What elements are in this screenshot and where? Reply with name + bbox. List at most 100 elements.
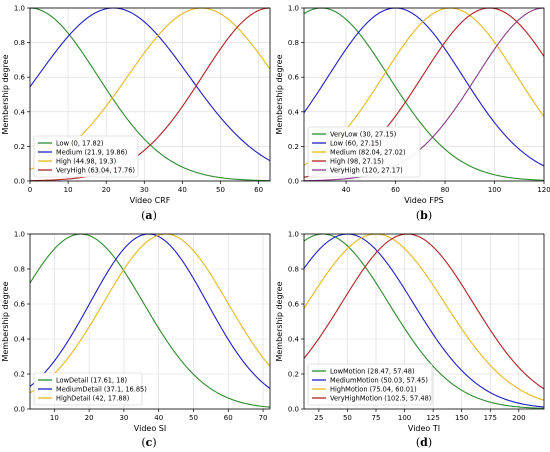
y-tick-label: 0.2 [288,143,299,151]
y-tick-label: 0.8 [14,39,25,47]
legend-box [307,126,421,178]
y-tick-label: 1.0 [14,231,25,239]
x-axis-label: Video TI [408,424,440,433]
y-axis-label: Membership degree [275,54,284,134]
y-tick-label: 1.0 [288,5,299,13]
y-axis-label: Membership degree [1,281,10,361]
x-tick-label: 100 [488,186,501,194]
legend-entry: High (98, 27.15) [330,157,384,165]
y-tick-label: 1.0 [14,5,25,13]
series-line-3 [29,233,271,394]
x-tick-label: 175 [484,414,497,422]
y-tick-label: 0.0 [14,178,25,186]
legend-entry: Medium (21.9, 19.86) [56,148,127,156]
legend-entry: HighDetail (42, 17.88) [56,394,129,402]
y-tick-label: 0.6 [288,74,300,82]
panel-label: (c) [141,436,156,449]
y-tick-label: 0.6 [288,301,300,309]
legend-entry: VeryHigh (63.04, 17.76) [56,166,135,174]
y-tick-label: 0.6 [14,301,26,309]
legend-entry: LowDetail (17.61, 18) [56,376,127,384]
legend-entry: Low (0, 17.82) [56,139,104,147]
y-tick-label: 0.2 [288,371,299,379]
plot-frame [29,7,271,182]
series-line-2 [29,7,271,162]
y-tick-label: 0.8 [14,266,25,274]
y-axis-label: Membership degree [275,281,284,361]
x-axis-label: Video SI [134,424,166,433]
panel-label: (d) [416,436,432,449]
x-tick-label: 30 [119,414,128,422]
legend-entry: VeryHigh (120, 27.17) [330,166,403,174]
series-line-2 [29,233,271,389]
plot-frame [303,233,545,410]
legend-entry: VeryHighMotion (102.5, 57.48) [330,394,431,402]
legend-entry: Medium (82.04, 27.02) [330,148,406,156]
y-tick-label: 1.0 [288,231,299,239]
y-tick-label: 0.8 [288,39,299,47]
x-tick-label: 50 [343,414,352,422]
x-tick-label: 30 [140,186,149,194]
y-tick-label: 0.2 [14,371,25,379]
y-tick-label: 0.0 [14,406,25,414]
series-line-4 [29,7,271,182]
y-tick-label: 0.4 [288,108,300,116]
x-tick-label: 125 [426,414,439,422]
x-tick-label: 80 [441,186,450,194]
y-tick-label: 0.2 [14,143,25,151]
x-tick-label: 10 [64,186,73,194]
legend-box [33,372,143,406]
legend-entry: MediumMotion (50.03, 57.45) [330,376,428,384]
y-tick-label: 0.4 [14,108,26,116]
series-line-5 [303,7,545,182]
x-tick-label: 40 [154,414,163,422]
y-tick-label: 0.0 [288,406,299,414]
legend-entry: High (44.98, 19.3) [56,157,116,165]
x-tick-label: 20 [85,414,94,422]
x-tick-label: 60 [254,186,263,194]
x-axis-label: Video CRF [130,196,171,205]
plot-frame [303,7,545,182]
series-line-4 [303,233,545,390]
x-tick-label: 75 [372,414,381,422]
chart-panel-2: 40 60 80 100 120 0.0 0.2 0.4 0.6 0.8 1.0 Video FPS M… [275,5,550,223]
x-tick-label: 25 [314,414,323,422]
x-tick-label: 40 [178,186,187,194]
series-line-3 [303,233,545,401]
x-tick-label: 50 [216,186,225,194]
chart-panel-3: 10 20 30 40 50 60 70 0.0 0.2 0.4 0.6 0.8 1.0 Video SI… [1,231,271,449]
series-line-1 [303,233,545,409]
x-tick-label: 150 [455,414,468,422]
y-tick-label: 0.8 [288,266,299,274]
x-tick-label: 60 [391,186,400,194]
x-tick-label: 40 [342,186,351,194]
y-tick-label: 0.0 [288,178,299,186]
panel-label: (a) [141,209,157,222]
chart-panel-1: 0 10 20 30 40 50 60 0.0 0.2 0.4 0.6 0.8 1.0 Video CRF… [1,5,271,222]
legend-entry: VeryLow (30, 27.15) [330,130,396,138]
y-tick-label: 0.6 [14,74,26,82]
chart-panel-4: 25 50 75 100 125 150 175 200 0.0 0.2 0.4 0.6 0.8 1.0 V… [275,231,545,449]
x-tick-label: 50 [189,414,198,422]
plot-frame [29,233,271,410]
legend-entry: MediumDetail (37.1, 16.85) [56,385,147,393]
series-line-2 [303,7,545,167]
series-line-1 [303,7,545,181]
legend-entry: HighMotion (75.04, 60.01) [330,385,417,393]
legend-entry: Low (60, 27.15) [330,139,382,147]
x-axis-label: Video FPS [404,196,443,205]
y-tick-label: 0.4 [288,336,300,344]
x-tick-label: 200 [512,414,525,422]
x-tick-label: 10 [50,414,59,422]
x-tick-label: 20 [102,186,111,194]
series-line-1 [29,233,271,408]
legend-box [307,363,433,406]
x-tick-label: 60 [224,414,233,422]
x-tick-label: 100 [398,414,411,422]
x-tick-label: 0 [28,186,32,194]
y-tick-label: 0.4 [14,336,26,344]
y-axis-label: Membership degree [1,54,10,134]
legend-entry: LowMotion (28.47, 57.48) [330,367,415,375]
legend-box [33,135,139,178]
